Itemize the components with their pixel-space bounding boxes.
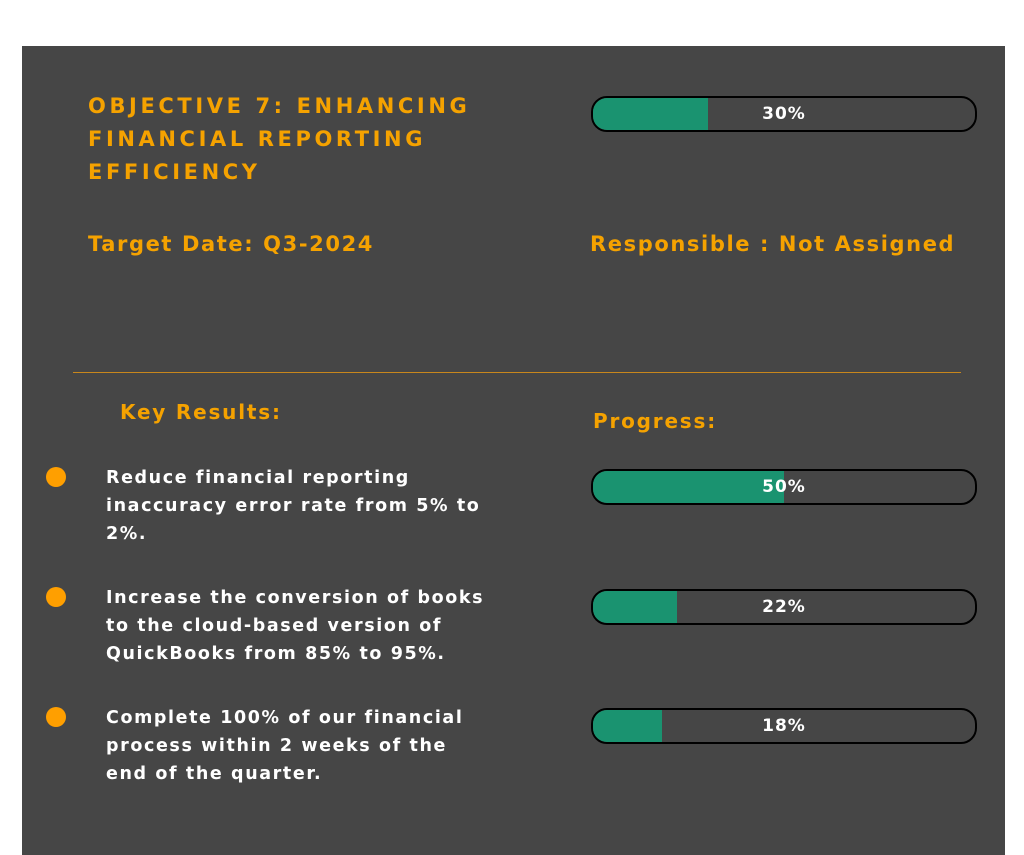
key-results-heading: Key Results:	[120, 400, 282, 424]
bullet-icon	[46, 467, 66, 487]
key-result-progress-bar: 18%	[591, 708, 977, 744]
divider	[73, 372, 961, 373]
progress-label: 22%	[762, 597, 806, 617]
progress-fill	[593, 591, 678, 623]
target-date: Target Date: Q3-2024	[88, 232, 374, 256]
progress-label: 18%	[762, 716, 806, 736]
bullet-icon	[46, 587, 66, 607]
progress-heading: Progress:	[593, 409, 718, 433]
bullet-icon	[46, 707, 66, 727]
key-result-progress-bar: 22%	[591, 589, 977, 625]
progress-fill	[593, 98, 708, 130]
key-result-text: Increase the conversion of books to the …	[106, 588, 485, 664]
key-result-text: Reduce financial reporting inaccuracy er…	[106, 468, 481, 544]
key-result-text: Complete 100% of our financial process w…	[106, 708, 464, 784]
objective-title: OBJECTIVE 7: ENHANCING FINANCIAL REPORTI…	[88, 94, 471, 184]
objective-progress-bar: 30%	[591, 96, 977, 132]
progress-label: 50%	[762, 477, 806, 497]
progress-fill	[593, 471, 784, 503]
progress-fill	[593, 710, 662, 742]
responsible: Responsible : Not Assigned	[590, 232, 956, 256]
key-result-progress-bar: 50%	[591, 469, 977, 505]
progress-label: 30%	[762, 104, 806, 124]
